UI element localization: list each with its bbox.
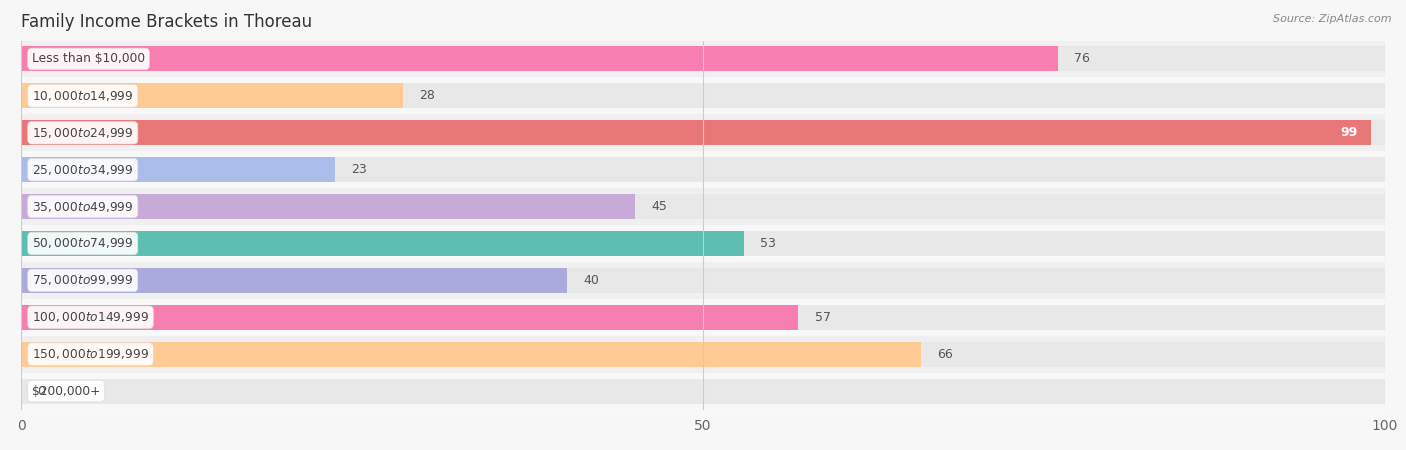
Bar: [21, 194, 1385, 219]
Bar: [21, 305, 799, 330]
Bar: [21, 83, 404, 108]
Text: Source: ZipAtlas.com: Source: ZipAtlas.com: [1274, 14, 1392, 23]
Bar: [21, 231, 1385, 256]
Bar: [21, 305, 1385, 330]
Bar: [21, 157, 1385, 182]
Bar: [21, 373, 1385, 410]
Text: $75,000 to $99,999: $75,000 to $99,999: [32, 273, 134, 288]
Text: 99: 99: [1340, 126, 1358, 139]
Bar: [21, 378, 1385, 404]
Bar: [21, 342, 921, 367]
Text: $50,000 to $74,999: $50,000 to $74,999: [32, 236, 134, 251]
Bar: [21, 225, 1385, 262]
Bar: [21, 46, 1057, 72]
Text: 57: 57: [815, 311, 831, 324]
Bar: [21, 157, 335, 182]
Bar: [21, 46, 1385, 72]
Bar: [21, 194, 636, 219]
Bar: [21, 120, 1371, 145]
Bar: [21, 83, 1385, 108]
Text: $15,000 to $24,999: $15,000 to $24,999: [32, 126, 134, 140]
Text: 66: 66: [938, 348, 953, 360]
Bar: [21, 151, 1385, 188]
Text: $10,000 to $14,999: $10,000 to $14,999: [32, 89, 134, 103]
Text: 53: 53: [761, 237, 776, 250]
Text: $150,000 to $199,999: $150,000 to $199,999: [32, 347, 149, 361]
Bar: [21, 262, 1385, 299]
Text: Less than $10,000: Less than $10,000: [32, 53, 145, 65]
Bar: [21, 268, 567, 293]
Bar: [21, 342, 1385, 367]
Bar: [21, 188, 1385, 225]
Bar: [21, 299, 1385, 336]
Text: 28: 28: [419, 90, 436, 102]
Text: $35,000 to $49,999: $35,000 to $49,999: [32, 199, 134, 214]
Bar: [21, 268, 1385, 293]
Bar: [21, 77, 1385, 114]
Bar: [21, 40, 1385, 77]
Text: 45: 45: [651, 200, 666, 213]
Text: $200,000+: $200,000+: [32, 385, 100, 397]
Bar: [21, 114, 1385, 151]
Text: $100,000 to $149,999: $100,000 to $149,999: [32, 310, 149, 324]
Text: $25,000 to $34,999: $25,000 to $34,999: [32, 162, 134, 177]
Bar: [21, 336, 1385, 373]
Text: 0: 0: [38, 385, 45, 397]
Bar: [21, 120, 1385, 145]
Text: 76: 76: [1074, 53, 1090, 65]
Bar: [21, 231, 744, 256]
Text: 23: 23: [352, 163, 367, 176]
Text: Family Income Brackets in Thoreau: Family Income Brackets in Thoreau: [21, 13, 312, 31]
Text: 40: 40: [583, 274, 599, 287]
